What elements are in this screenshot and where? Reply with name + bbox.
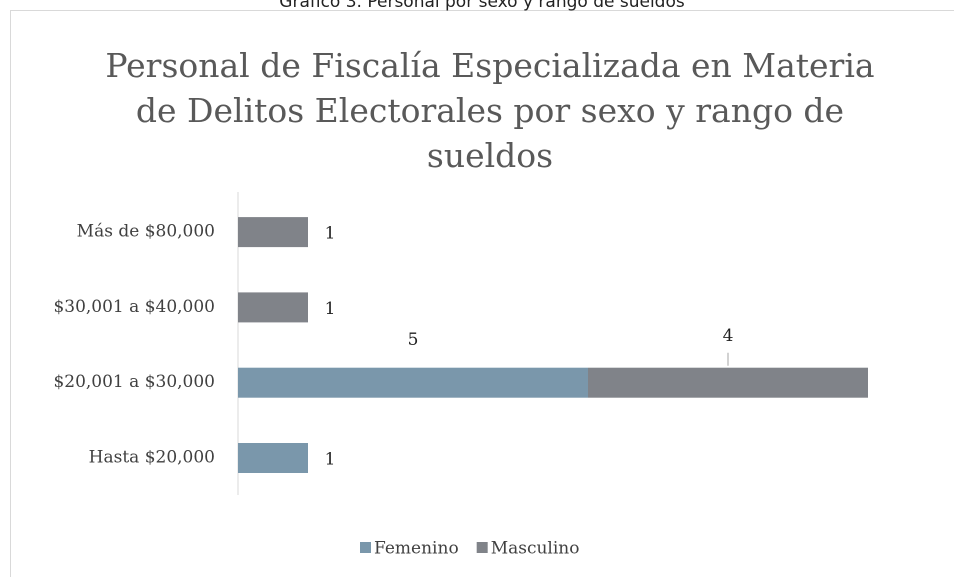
bar-segment <box>588 367 868 398</box>
legend-swatch <box>360 542 371 553</box>
caption: Gráfico 3. Personal por sexo y rango de … <box>279 0 685 12</box>
legend-label: Femenino <box>374 539 459 559</box>
caption-clip <box>0 0 954 10</box>
chart-title: Personal de Fiscalía Especializada en Ma… <box>105 46 874 85</box>
y-tick-label: $20,001 a $30,000 <box>53 372 215 392</box>
legend-swatch <box>476 542 488 553</box>
chart-title: sueldos <box>427 136 553 175</box>
data-label: 4 <box>723 326 734 346</box>
data-label: 1 <box>325 299 336 319</box>
y-tick-label: $30,001 a $40,000 <box>53 297 215 317</box>
chart-border <box>10 10 954 577</box>
bar-segment <box>238 443 308 473</box>
data-label: 5 <box>408 330 419 350</box>
bar-segment <box>238 292 308 323</box>
y-tick-label: Más de $80,000 <box>77 222 215 242</box>
data-label: 1 <box>325 450 336 470</box>
chart-title: de Delitos Electorales por sexo y rango … <box>136 91 844 130</box>
data-label: 1 <box>325 224 336 244</box>
y-tick-label: Hasta $20,000 <box>89 448 215 468</box>
bar-segment <box>238 367 588 398</box>
bar-segment <box>238 217 308 248</box>
legend-label: Masculino <box>491 539 580 559</box>
